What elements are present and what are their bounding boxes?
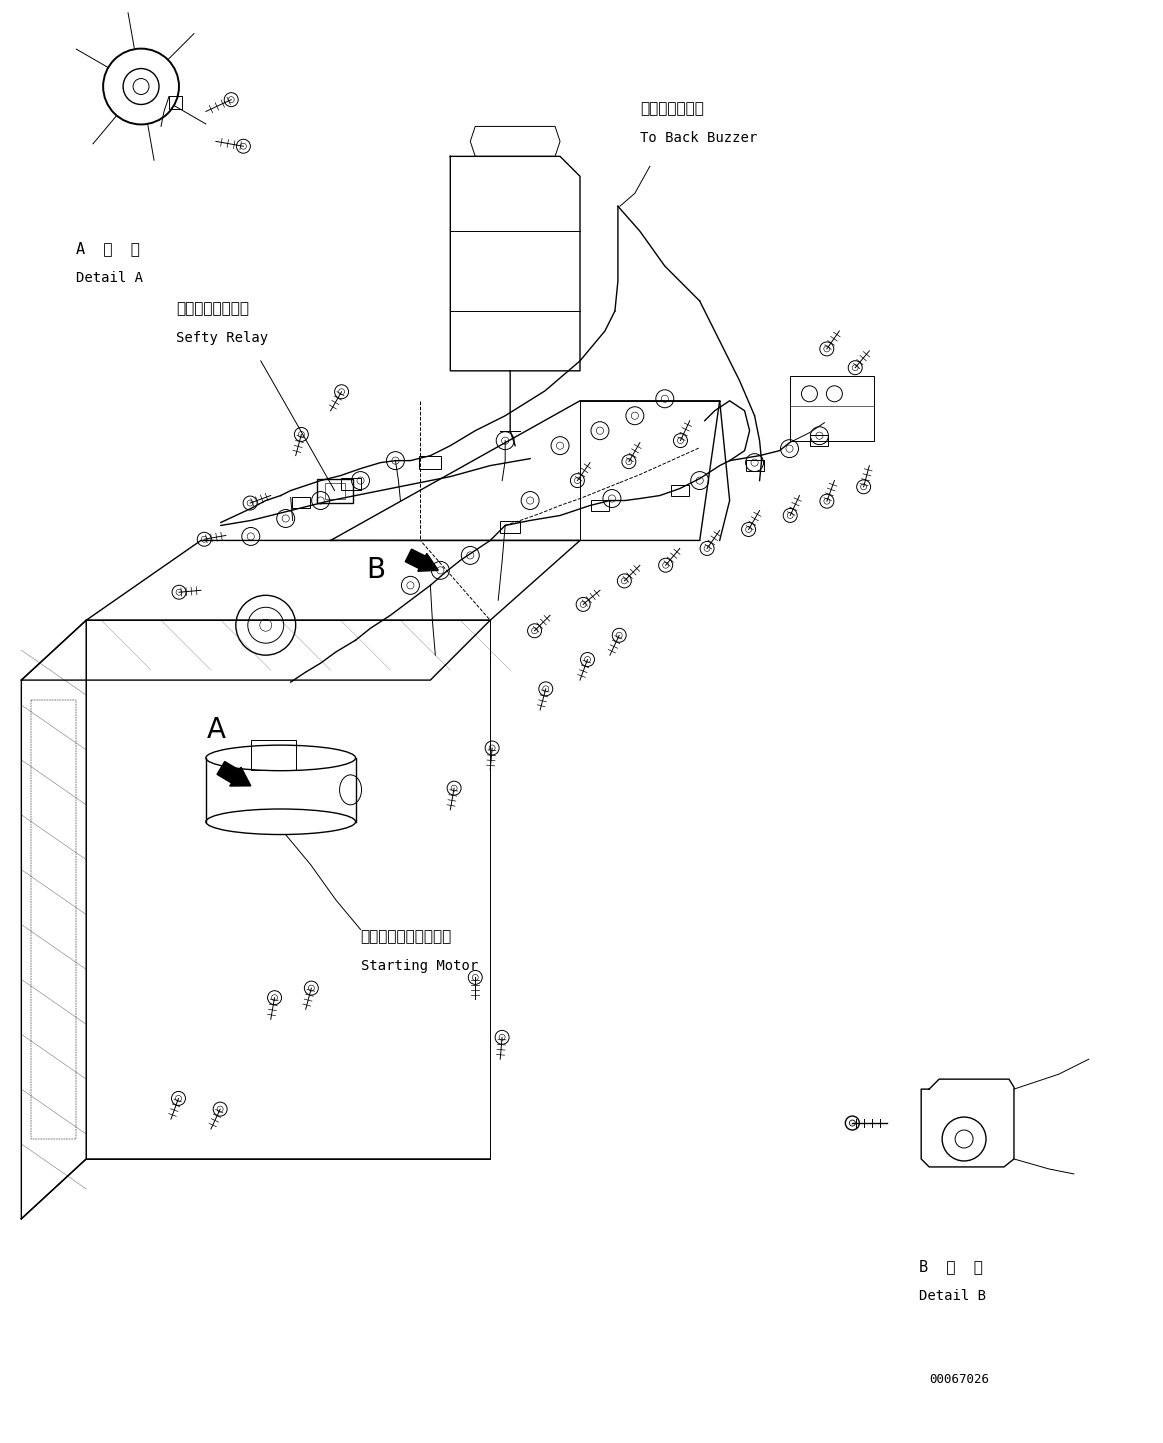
Bar [790,375,875,440]
Text: Detail B: Detail B [919,1289,986,1303]
FancyArrow shape [405,550,438,571]
Bar [811,436,828,446]
Text: Detail A: Detail A [77,271,143,286]
Bar [500,521,520,534]
Bar [745,460,764,470]
Bar [420,456,441,469]
FancyArrow shape [217,762,251,786]
Bar [316,479,352,502]
Text: スターティングモータ: スターティングモータ [361,929,451,945]
Text: 00067026: 00067026 [929,1374,989,1387]
Text: A  詳  細: A 詳 細 [77,241,140,257]
Text: セーフティリレー: セーフティリレー [176,302,249,316]
Bar [341,478,361,489]
Bar [671,485,688,496]
Bar [292,496,309,508]
Text: B  詳  細: B 詳 細 [919,1258,983,1274]
Bar [591,501,609,511]
Bar [251,740,295,771]
Bar [169,97,181,110]
Text: Sefty Relay: Sefty Relay [176,330,269,345]
Text: To Back Buzzer: To Back Buzzer [640,131,757,146]
Text: B: B [366,557,385,584]
Text: バックブザーへ: バックブザーへ [640,101,704,117]
Text: Starting Motor: Starting Motor [361,960,478,974]
Bar [324,482,344,498]
Text: A: A [206,716,226,745]
